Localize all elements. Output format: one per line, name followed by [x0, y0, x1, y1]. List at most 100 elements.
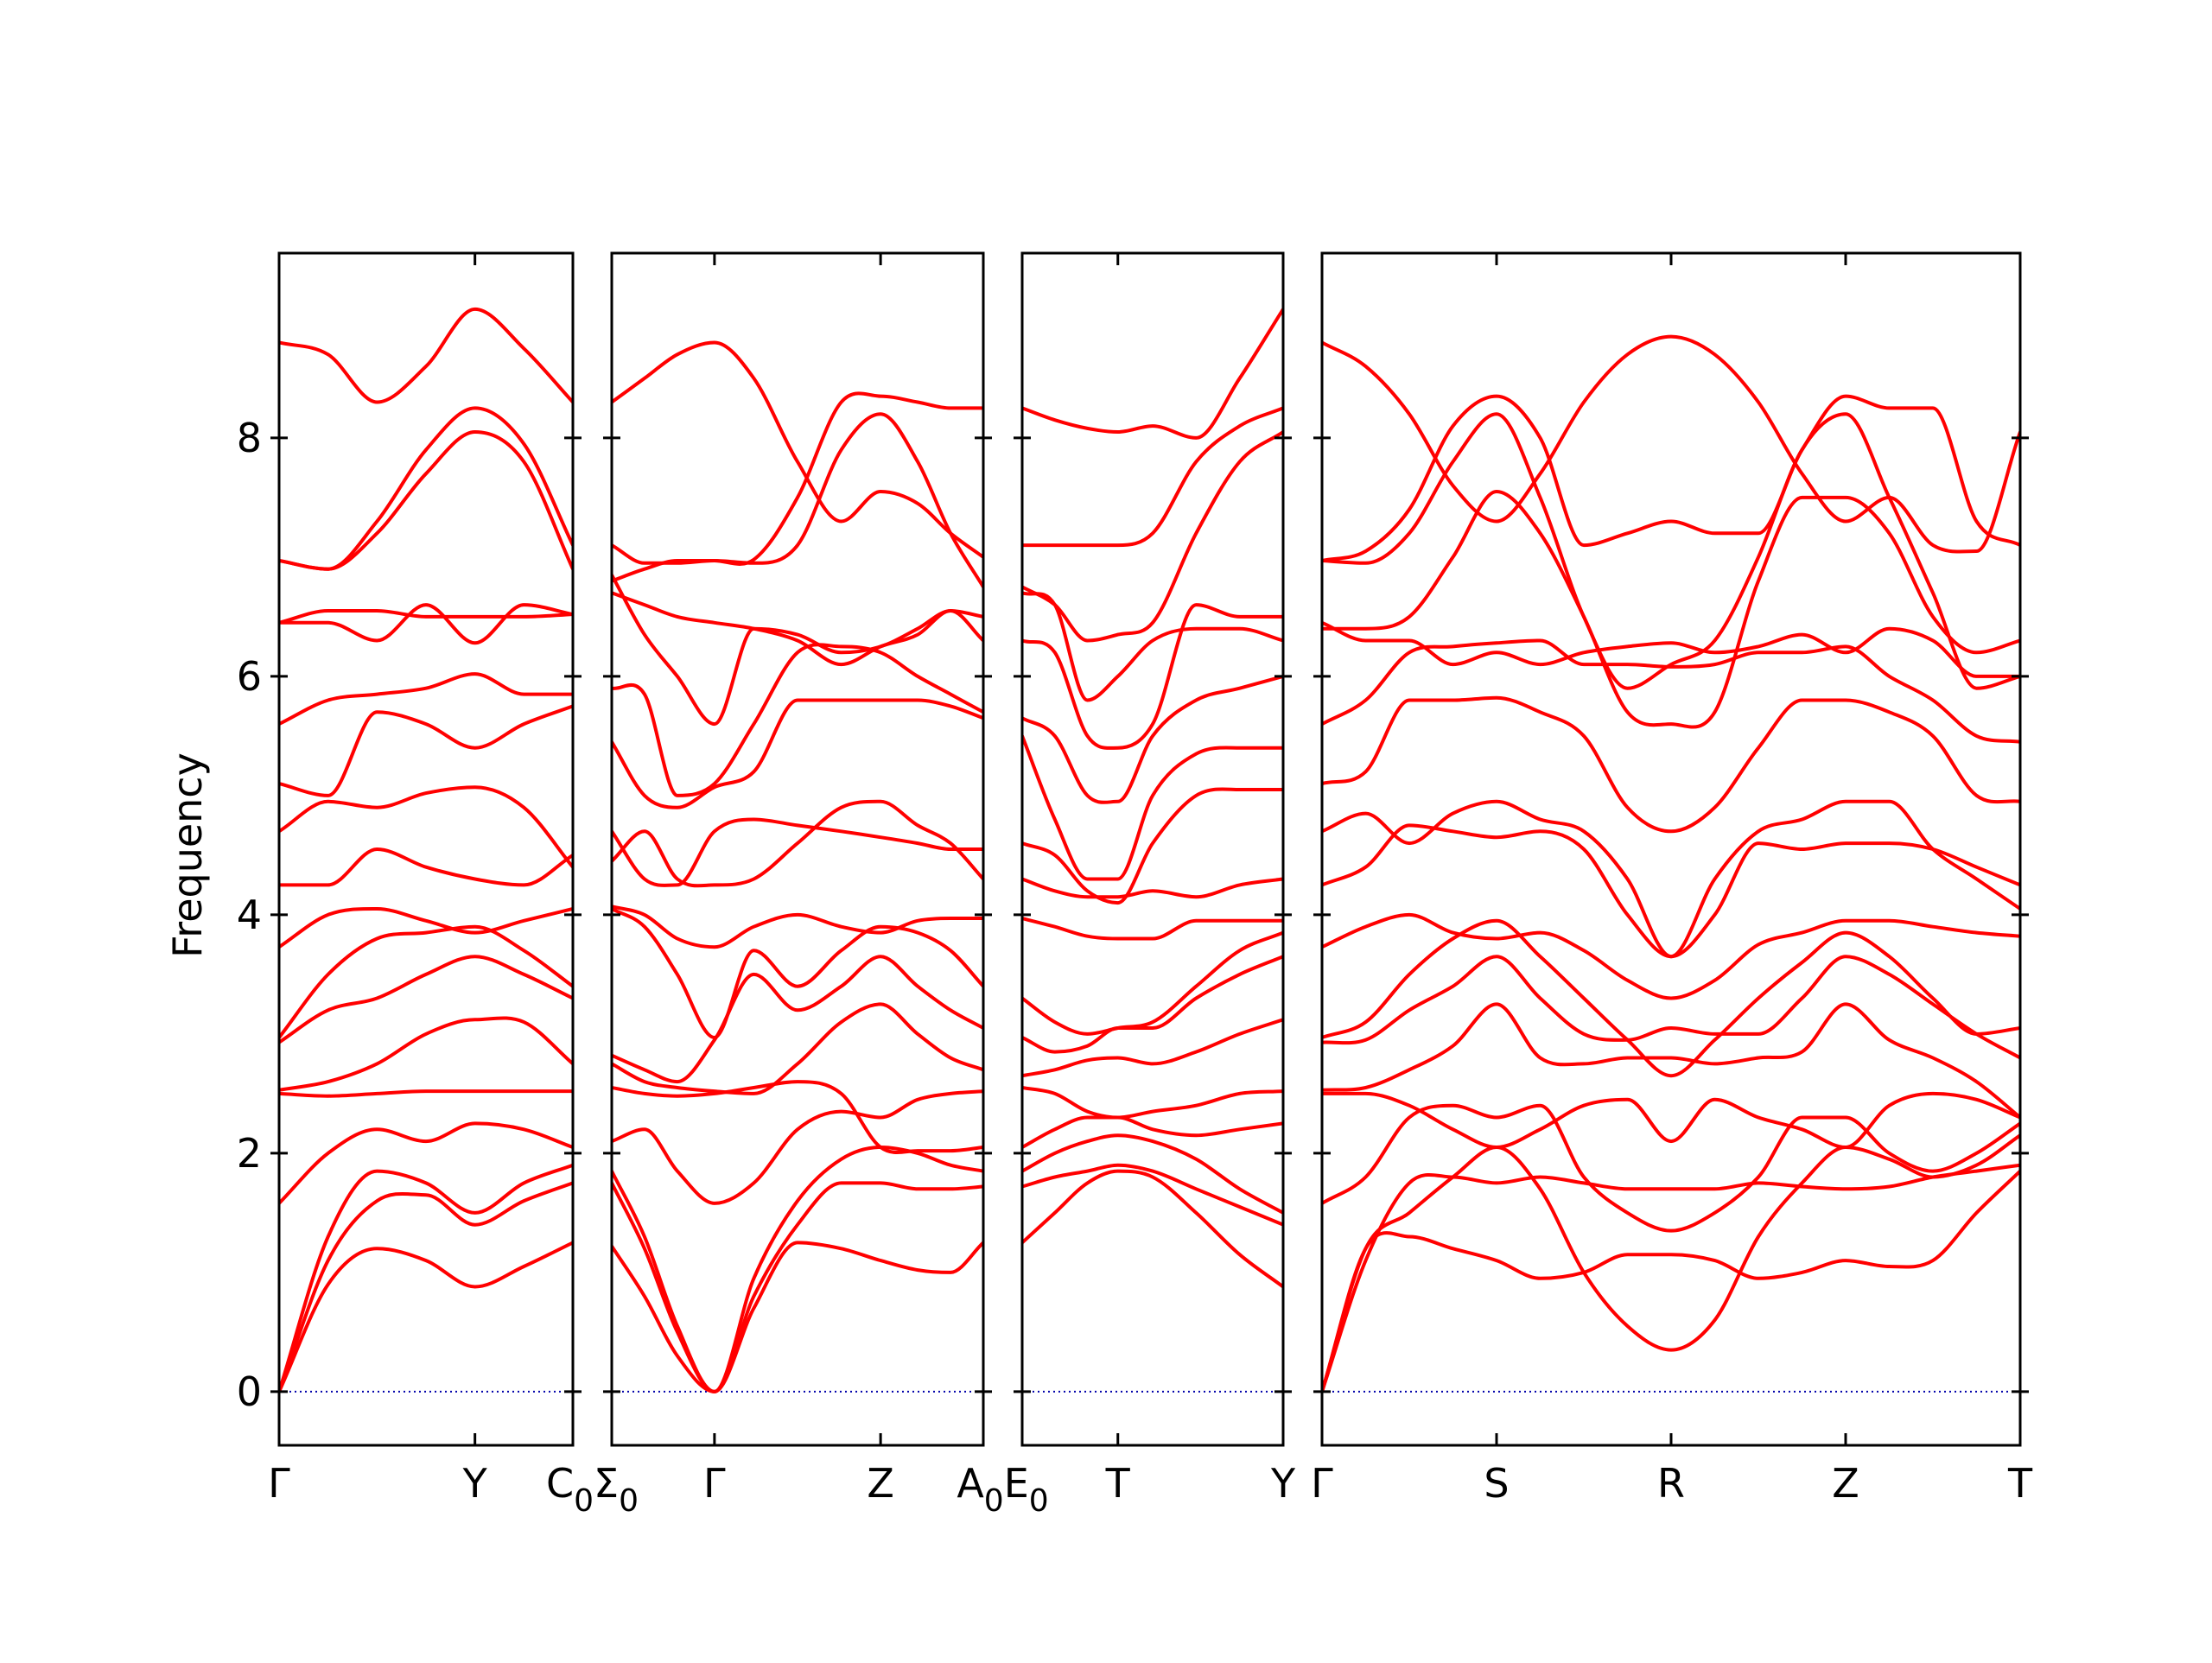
panel-3-band-3 [1022, 1133, 1283, 1215]
panel-1-band-2 [279, 1181, 573, 1393]
panel-2-frame [610, 251, 985, 1447]
panel-3-band-2 [1022, 1163, 1283, 1227]
panel-2-band-11 [612, 817, 983, 887]
panel-1-band-10 [279, 847, 573, 887]
panel-2-band-12 [612, 698, 983, 809]
panel-1-band-8 [279, 924, 573, 1039]
panel-2-band-1 [612, 1241, 983, 1393]
panel-4-xtick-label-S: S [1484, 1460, 1509, 1507]
panel-4-band-16 [1322, 412, 2020, 690]
panel-4-xtick-label-T: T [2007, 1460, 2033, 1507]
panel-1-band-13 [279, 672, 573, 727]
panel-1-band-17 [279, 406, 573, 571]
panel-2-band-9 [612, 904, 983, 949]
panel-4-band-3 [1322, 1133, 2020, 1393]
panel-3-band-5 [1022, 1086, 1283, 1120]
panel-4-band-14 [1322, 620, 2020, 678]
panel-2-xtick-label-Z: Z [867, 1460, 894, 1507]
panel-3-band-7 [1022, 955, 1283, 1054]
panel-4-band-5 [1322, 1091, 2020, 1149]
panel-4-band-12 [1322, 695, 2020, 834]
panel-4-band-13 [1322, 638, 2020, 744]
panel-3-band-15 [1022, 591, 1283, 702]
panel-2-bands [612, 340, 983, 1393]
panel-1-band-12 [279, 704, 573, 797]
panel-3-band-14 [1022, 603, 1283, 750]
panel-3-band-6 [1022, 1018, 1283, 1078]
panel-1-band-4 [279, 1121, 573, 1205]
panel-4-xtick-label-Γ: Γ [1311, 1460, 1333, 1507]
ytick-label-6: 6 [237, 653, 262, 700]
panel-4-band-17 [1322, 394, 2020, 562]
panel-2-band-8 [612, 907, 983, 1039]
panel-3-frame [1020, 251, 1285, 1447]
panel-4-band-15 [1322, 490, 2020, 729]
ytick-label-4: 4 [237, 892, 262, 938]
panel-4-band-1 [1322, 1169, 2020, 1393]
panel-4-xtick-label-Z: Z [1832, 1460, 1859, 1507]
panel-2-band-13 [612, 643, 983, 797]
panel-2-band-17 [612, 340, 983, 559]
panel-3-band-4 [1022, 1115, 1283, 1149]
boundary-label-1-left-sub: 0 [574, 1483, 594, 1519]
panel-1-band-1 [279, 1241, 573, 1393]
boundary-label-1-left: C [546, 1460, 574, 1507]
panel-3-band-13 [1022, 674, 1283, 804]
boundary-label-2-left: A [957, 1460, 984, 1507]
panel-1-frame [277, 251, 575, 1447]
panel-4-band-4 [1322, 1103, 2020, 1233]
panel-2-xtick-label-Γ: Γ [703, 1460, 726, 1507]
panel-2-band-15 [612, 591, 983, 667]
panel-3-band-18 [1022, 307, 1283, 440]
panel-2-band-2 [612, 1181, 983, 1393]
panel-4-band-2 [1322, 1163, 2020, 1393]
panel-1-band-11 [279, 785, 573, 869]
panel-2-band-4 [612, 1089, 983, 1205]
panel-2-band-16 [612, 412, 983, 589]
panel-4-band-11 [1322, 799, 2020, 959]
panel-2-band-14 [612, 573, 983, 727]
panel-1-band-9 [279, 906, 573, 949]
panel-2-band-7 [612, 955, 983, 1084]
panel-1-bands [279, 307, 573, 1393]
panel-4-bands [1322, 334, 2020, 1393]
panel-2-band-6 [612, 1002, 983, 1095]
panel-3-xtick-label-T: T [1105, 1460, 1131, 1507]
panel-3-xtick-label-Y: Y [1270, 1460, 1296, 1507]
panel-1-band-14 [279, 603, 573, 645]
panel-3-band-8 [1022, 930, 1283, 1036]
panel-2-band-3 [612, 1146, 983, 1393]
panel-3-bands [1022, 307, 1283, 1289]
panel-1-band-15 [279, 609, 573, 625]
panel-1-band-18 [279, 307, 573, 404]
panel-4-band-7 [1322, 955, 2020, 1060]
ytick-label-0: 0 [237, 1368, 262, 1415]
ytick-label-2: 2 [237, 1130, 262, 1177]
panel-4-band-6 [1322, 1002, 2020, 1120]
panel-4-band-18 [1322, 334, 2020, 554]
panel-1-band-5 [279, 1089, 573, 1098]
boundary-label-2-left-sub: 0 [984, 1483, 1004, 1519]
panel-3-band-11 [1022, 787, 1283, 905]
y-axis-label: Frequency [164, 752, 211, 958]
panel-4-band-8 [1322, 918, 2020, 1078]
panel-4-band-10 [1322, 823, 2020, 959]
panel-3-band-1 [1022, 1169, 1283, 1289]
boundary-label-2-right: E [1004, 1460, 1029, 1507]
boundary-label-2: A0E0 [957, 1460, 1048, 1519]
panel-1-band-3 [279, 1163, 573, 1393]
ytick-label-8: 8 [237, 415, 262, 461]
panel-2-band-18 [612, 391, 983, 583]
panel-4-xtick-label-R: R [1657, 1460, 1685, 1507]
panel-2-band-10 [612, 799, 983, 888]
panel-4-band-9 [1322, 912, 2020, 1000]
boundary-label-2-right-sub: 0 [1029, 1483, 1049, 1519]
panel-2-band-5 [612, 1080, 983, 1154]
panel-3-band-9 [1022, 917, 1283, 941]
